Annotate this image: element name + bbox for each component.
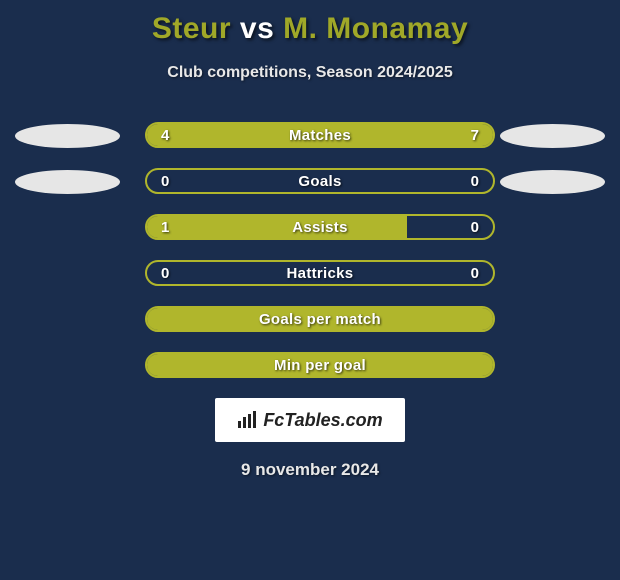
stat-row: Goals0 0: [10, 168, 610, 194]
stat-row: Assists1 0: [10, 214, 610, 240]
stats-container: Matches47Goals00Assists10Hattricks00Goal…: [0, 122, 620, 378]
logo-text: FcTables.com: [263, 410, 382, 431]
stat-value-right: 7: [471, 127, 479, 144]
comparison-title: Steur vs M. Monamay: [0, 0, 620, 46]
player2-name: M. Monamay: [283, 12, 468, 45]
date-label: 9 november 2024: [0, 460, 620, 480]
subtitle: Club competitions, Season 2024/2025: [0, 64, 620, 82]
logo: FcTables.com: [237, 410, 382, 431]
stat-value-left: 0: [161, 265, 169, 282]
stat-bar: Goals per match: [145, 306, 495, 332]
stat-value-left: 0: [161, 173, 169, 190]
stat-row: Goals per match: [10, 306, 610, 332]
chart-icon: [237, 411, 259, 429]
stat-row: Hattricks0 0: [10, 260, 610, 286]
stat-value-right: 0: [471, 173, 479, 190]
stat-label: Hattricks: [147, 265, 493, 282]
player2-badge: [500, 124, 605, 148]
stat-bar: Goals0 0: [145, 168, 495, 194]
stat-bar: Min per goal: [145, 352, 495, 378]
stat-value-left: 1: [161, 219, 169, 236]
stat-label: Assists: [147, 219, 493, 236]
stat-label: Min per goal: [147, 357, 493, 374]
stat-label: Goals per match: [147, 311, 493, 328]
player1-badge: [15, 124, 120, 148]
title-vs: vs: [240, 12, 274, 45]
stat-bar: Matches4 7: [145, 122, 495, 148]
player2-badge: [500, 170, 605, 194]
stat-label: Goals: [147, 173, 493, 190]
stat-value-right: 0: [471, 265, 479, 282]
stat-value-left: 4: [161, 127, 169, 144]
stat-row: Min per goal: [10, 352, 610, 378]
stat-label: Matches: [147, 127, 493, 144]
player1-name: Steur: [152, 12, 231, 45]
stat-bar: Hattricks0 0: [145, 260, 495, 286]
stat-row: Matches4 7: [10, 122, 610, 148]
stat-value-right: 0: [471, 219, 479, 236]
logo-box: FcTables.com: [215, 398, 405, 442]
player1-badge: [15, 170, 120, 194]
stat-bar: Assists1 0: [145, 214, 495, 240]
